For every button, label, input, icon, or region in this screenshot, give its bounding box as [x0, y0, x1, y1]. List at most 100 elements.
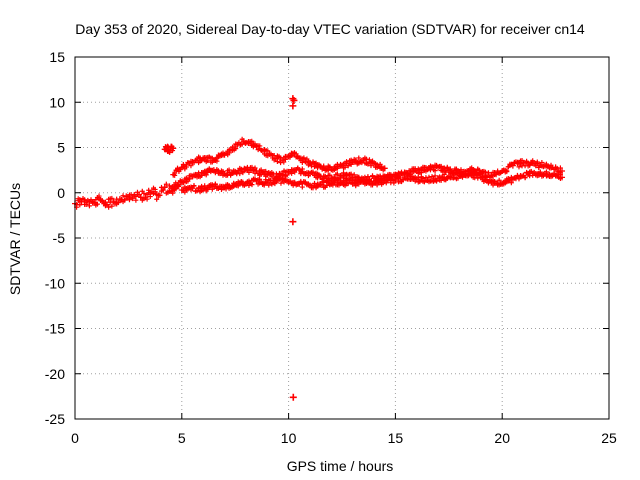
data-point	[516, 164, 522, 170]
data-point	[381, 165, 388, 172]
data-point	[426, 174, 432, 180]
data-point	[82, 197, 88, 203]
data-point	[154, 196, 160, 202]
y-tick-label: 10	[49, 94, 65, 110]
series-baseline-band	[72, 181, 181, 210]
chart-title: Day 353 of 2020, Sidereal Day-to-day VTE…	[75, 21, 585, 37]
data-point	[356, 155, 362, 161]
data-point	[272, 181, 278, 187]
data-point	[301, 155, 307, 161]
data-point	[86, 203, 92, 209]
y-tick-label: -25	[45, 411, 65, 427]
data-point	[282, 156, 288, 162]
data-point	[212, 181, 218, 187]
data-point	[289, 102, 297, 110]
data-point	[443, 169, 449, 175]
data-point	[263, 168, 269, 174]
data-point	[274, 159, 280, 165]
data-point	[77, 202, 83, 208]
data-point	[249, 182, 255, 188]
data-point	[94, 201, 100, 207]
x-tick-label: 10	[281, 430, 297, 446]
data-point	[530, 158, 536, 164]
data-point	[257, 176, 263, 182]
data-point	[252, 165, 258, 171]
data-point	[83, 202, 89, 208]
data-point	[161, 184, 168, 191]
data-point	[432, 173, 438, 179]
data-point	[289, 218, 297, 226]
data-point	[415, 175, 421, 181]
data-point	[109, 195, 115, 201]
data-point	[509, 162, 516, 169]
data-point	[377, 161, 383, 167]
data-point	[344, 159, 350, 165]
data-point	[325, 167, 331, 173]
data-point	[278, 180, 284, 186]
data-point	[141, 190, 147, 196]
data-point	[246, 169, 252, 175]
data-point	[351, 172, 357, 178]
data-point	[348, 171, 354, 177]
data-point	[144, 196, 150, 202]
data-point	[106, 204, 112, 210]
data-point	[522, 175, 528, 181]
data-point	[559, 174, 566, 181]
data-point	[557, 165, 563, 171]
x-tick-label: 20	[494, 430, 510, 446]
data-point	[157, 192, 163, 198]
y-tick-label: -20	[45, 366, 65, 382]
data-point	[537, 169, 543, 175]
data-point	[508, 180, 514, 186]
series-lower-track	[178, 168, 566, 195]
data-point	[176, 182, 182, 188]
data-point	[345, 163, 351, 169]
series-upper-track	[170, 136, 388, 178]
data-point	[249, 138, 255, 144]
data-point	[188, 163, 194, 169]
data-point	[308, 163, 314, 169]
data-point	[237, 171, 243, 177]
data-point	[368, 178, 374, 184]
data-point	[312, 180, 318, 186]
data-point	[170, 145, 177, 152]
data-point	[365, 174, 371, 180]
data-point	[363, 156, 369, 162]
data-point	[345, 176, 351, 182]
data-point	[163, 181, 169, 187]
data-point	[104, 201, 111, 208]
series-late-track	[467, 157, 566, 180]
data-point	[438, 163, 444, 169]
y-axis-label: SDTVAR / TECUs	[7, 183, 23, 295]
data-point	[279, 172, 285, 178]
data-point	[559, 168, 566, 175]
data-point	[516, 176, 522, 182]
data-point	[292, 169, 298, 175]
data-points	[72, 95, 566, 401]
data-point	[115, 200, 121, 206]
y-tick-label: 0	[57, 185, 65, 201]
data-point	[534, 160, 540, 166]
data-point	[496, 177, 502, 183]
data-point	[214, 158, 220, 164]
data-point	[233, 146, 239, 152]
x-tick-label: 15	[388, 430, 404, 446]
axis-ticks: 0 5 10 15 20 25 15 10 5 0 -5 -10 -15 -20 -25	[45, 49, 617, 446]
data-point	[239, 141, 245, 147]
data-point	[172, 172, 178, 178]
data-point	[146, 187, 152, 193]
data-point	[152, 189, 158, 195]
data-point	[109, 203, 115, 209]
series-outliers	[289, 95, 298, 401]
data-point	[327, 172, 333, 178]
data-point	[334, 171, 340, 177]
y-tick-label: -15	[45, 321, 65, 337]
data-point	[432, 168, 438, 174]
x-tick-label: 0	[71, 430, 79, 446]
data-point	[266, 182, 272, 188]
series-mid-track	[168, 162, 474, 192]
x-tick-label: 25	[601, 430, 617, 446]
series-early-cluster	[161, 143, 177, 156]
data-point	[504, 169, 510, 175]
